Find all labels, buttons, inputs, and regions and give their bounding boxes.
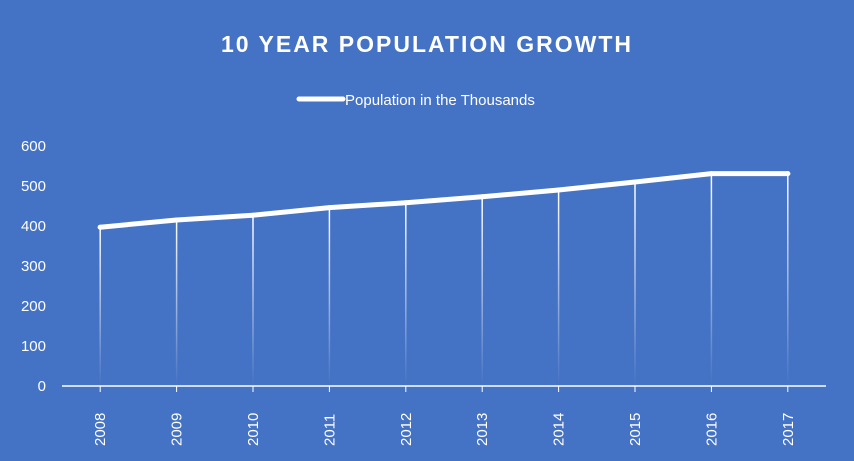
y-tick-label: 300 — [21, 258, 46, 275]
chart-title: 10 YEAR POPULATION GROWTH — [221, 31, 633, 57]
x-tick-label: 2013 — [474, 413, 491, 446]
y-tick-label: 400 — [21, 218, 46, 235]
drop-line — [405, 202, 407, 386]
y-tick-label: 200 — [21, 298, 46, 315]
drop-line — [557, 190, 560, 386]
x-tick-label: 2016 — [703, 413, 720, 446]
data-point — [479, 194, 485, 200]
data-point — [174, 217, 180, 223]
drop-line — [328, 207, 331, 386]
data-point — [97, 224, 103, 230]
x-tick-label: 2015 — [627, 413, 644, 446]
y-axis-ticks: 0 100 200 300 400 500 600 — [21, 138, 46, 395]
data-point — [785, 171, 791, 177]
y-tick-label: 0 — [38, 378, 46, 395]
drop-line — [787, 173, 789, 386]
x-tick-label: 2009 — [169, 413, 186, 446]
drop-line — [634, 182, 636, 386]
data-point — [250, 212, 256, 218]
drop-line — [99, 227, 101, 386]
x-tick-label: 2011 — [321, 414, 338, 446]
x-tick-label: 2017 — [780, 413, 797, 446]
data-point — [632, 179, 638, 185]
x-tick-label: 2014 — [551, 413, 568, 446]
x-tick-label: 2012 — [398, 413, 415, 446]
series-line — [97, 171, 791, 230]
legend-label: Population in the Thousands — [345, 92, 535, 109]
drop-line — [252, 215, 254, 386]
data-point — [326, 205, 332, 211]
y-tick-label: 500 — [21, 178, 46, 195]
data-point — [556, 187, 562, 193]
series-group — [97, 171, 791, 230]
data-point — [708, 171, 714, 177]
y-tick-label: 600 — [21, 138, 46, 155]
drop-line — [481, 196, 483, 386]
data-point — [403, 200, 409, 206]
drop-line — [710, 173, 713, 386]
drop-lines — [99, 173, 789, 386]
y-tick-label: 100 — [21, 338, 46, 355]
legend: Population in the Thousands — [296, 92, 535, 109]
x-tick-label: 2010 — [245, 413, 262, 446]
x-tick-label: 2008 — [92, 413, 109, 446]
drop-line — [175, 220, 178, 386]
x-axis-ticks: 2008 2009 2010 2011 2012 2013 2014 2015 2016 2017 — [92, 386, 797, 446]
